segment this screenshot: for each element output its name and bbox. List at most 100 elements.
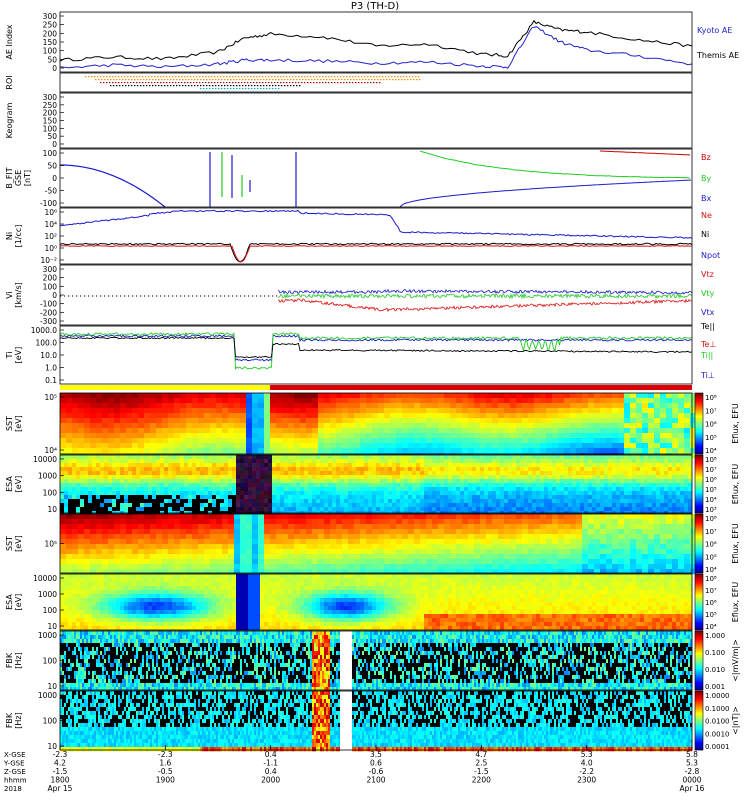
legend-by: By (701, 174, 711, 183)
roi-dot (296, 79, 297, 80)
roi-dot (353, 79, 354, 80)
roi-dot (181, 76, 182, 77)
legend-vty: Vty (701, 289, 715, 298)
esa1-tick-label: 100 (43, 488, 58, 497)
esa2-tick-label: 10 (47, 622, 57, 631)
roi-dot (142, 82, 143, 83)
roi-dot (106, 76, 107, 77)
roi-dot (239, 88, 240, 89)
bfit-bz (600, 151, 690, 155)
roi-dot (209, 79, 210, 80)
vi-zero-dot (96, 296, 97, 297)
keogram-label: Keogram (5, 102, 14, 138)
bfit-tick-label: -50 (45, 187, 57, 196)
roi-dot (98, 79, 99, 80)
roi-dot (272, 88, 273, 89)
roi-dot (313, 82, 314, 83)
roi-dot (346, 82, 347, 83)
roi-dot (409, 76, 410, 77)
roi-dot (310, 76, 311, 77)
fbk1-colorbar-tick: 0.010 (705, 666, 725, 674)
roi-dot (103, 82, 104, 83)
roi-dot (334, 76, 335, 77)
roi-dot (209, 88, 210, 89)
roi-dot (400, 76, 401, 77)
roi-dot (119, 79, 120, 80)
fbk2-tick-label: 100 (43, 717, 58, 726)
region-bar-yellow (60, 385, 270, 390)
roi-dot (401, 79, 402, 80)
roi-dot (131, 85, 132, 86)
roi-dot (197, 85, 198, 86)
vi-zero-dot (196, 296, 197, 297)
roi-dot (166, 76, 167, 77)
roi-dot (221, 85, 222, 86)
roi-dot (319, 82, 320, 83)
ni-label: Ni (5, 232, 14, 240)
roi-dot (260, 85, 261, 86)
roi-dot (338, 79, 339, 80)
roi-dot (316, 76, 317, 77)
roi-dot (100, 76, 101, 77)
roi-dot (265, 76, 266, 77)
vi-tick-label: -100 (40, 300, 57, 309)
xaxis-tick-label: Apr 16 (680, 784, 705, 793)
roi-dot (107, 79, 108, 80)
roi-dot (229, 76, 230, 77)
roi-dot (217, 82, 218, 83)
xaxis-tick-label: Apr 15 (48, 784, 73, 793)
roi-dot (217, 76, 218, 77)
roi-dot (248, 85, 249, 86)
roi-dot (232, 76, 233, 77)
roi-dot (196, 76, 197, 77)
keogram-tick-label: 0 (52, 140, 57, 149)
roi-dot (218, 79, 219, 80)
vi-zero-dot (164, 296, 165, 297)
roi-dot (358, 76, 359, 77)
roi-dot (143, 85, 144, 86)
vi-zero-dot (160, 296, 161, 297)
vi-tick-label: -200 (40, 308, 57, 317)
roi-dot (172, 82, 173, 83)
roi-dot (284, 85, 285, 86)
roi-dot (368, 79, 369, 80)
roi-dot (266, 79, 267, 80)
roi-dot (241, 76, 242, 77)
fbk1-tick-label: 1000 (38, 631, 57, 640)
roi-dot (379, 82, 380, 83)
fbk2-colorbar-tick: 0.0100 (705, 718, 730, 726)
roi-dot (275, 88, 276, 89)
roi-dot (392, 79, 393, 80)
ni-tick-label: 10⁴ (44, 220, 57, 229)
roi-dot (166, 82, 167, 83)
roi-dot (175, 82, 176, 83)
roi-dot (370, 76, 371, 77)
esa1-colorbar (695, 455, 703, 513)
vi-zero-dot (144, 296, 145, 297)
keogram-frame (60, 93, 692, 148)
roi-dot (314, 79, 315, 80)
ti-series-tiperp (60, 335, 692, 361)
ae-series-themis (60, 21, 692, 62)
roi-dot (170, 79, 171, 80)
roi-dot (121, 76, 122, 77)
roi-dot (248, 88, 249, 89)
roi-dot (145, 82, 146, 83)
sst2-tick-label: 10⁵ (44, 540, 57, 549)
roi-dot (299, 79, 300, 80)
roi-dot (280, 82, 281, 83)
fbk1-label: FBK (5, 652, 14, 668)
vi-zero-dot (184, 296, 185, 297)
roi-dot (143, 79, 144, 80)
roi-dot (251, 79, 252, 80)
fbk1-spectrogram (60, 631, 692, 691)
roi-dot (100, 82, 101, 83)
sst1-colorbar-tick: 10⁵ (705, 434, 717, 442)
vi-series-vty (278, 294, 692, 298)
roi-dot (337, 82, 338, 83)
vi-zero-dot (124, 296, 125, 297)
roi-dot (125, 85, 126, 86)
roi-dot (148, 82, 149, 83)
roi-dot (269, 88, 270, 89)
sst1-colorbar-unit: Eflux, EFU (731, 403, 740, 444)
